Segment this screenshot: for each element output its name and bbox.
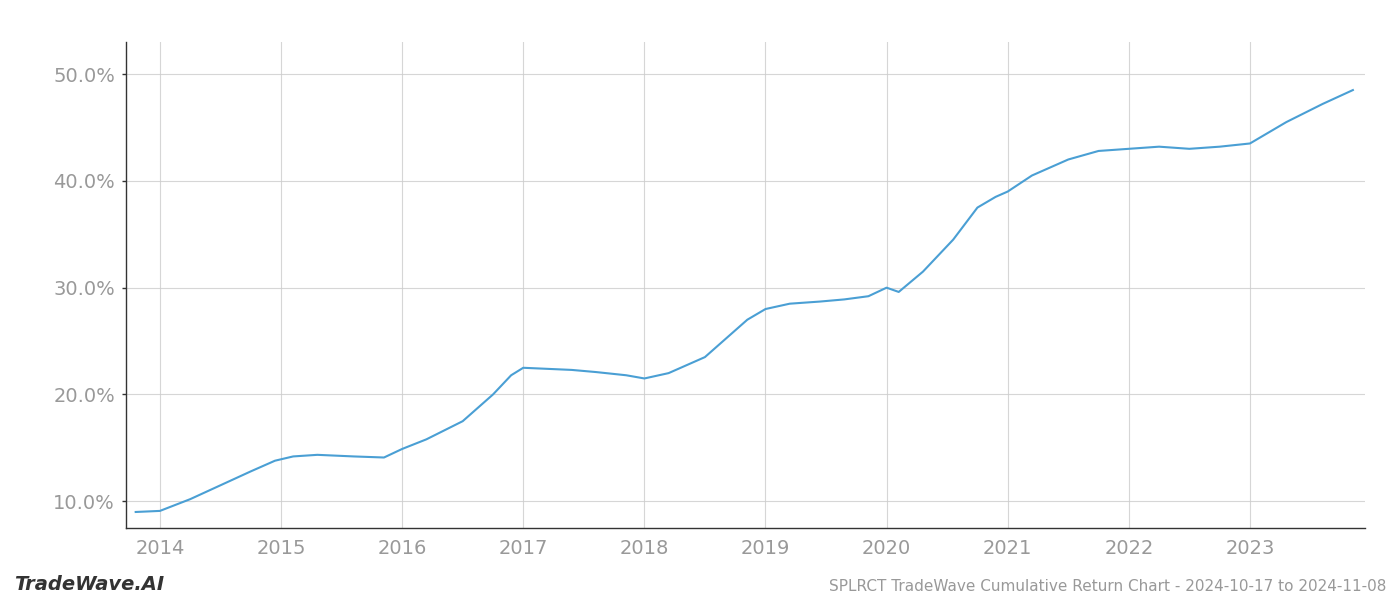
Text: TradeWave.AI: TradeWave.AI xyxy=(14,575,164,594)
Text: SPLRCT TradeWave Cumulative Return Chart - 2024-10-17 to 2024-11-08: SPLRCT TradeWave Cumulative Return Chart… xyxy=(829,579,1386,594)
